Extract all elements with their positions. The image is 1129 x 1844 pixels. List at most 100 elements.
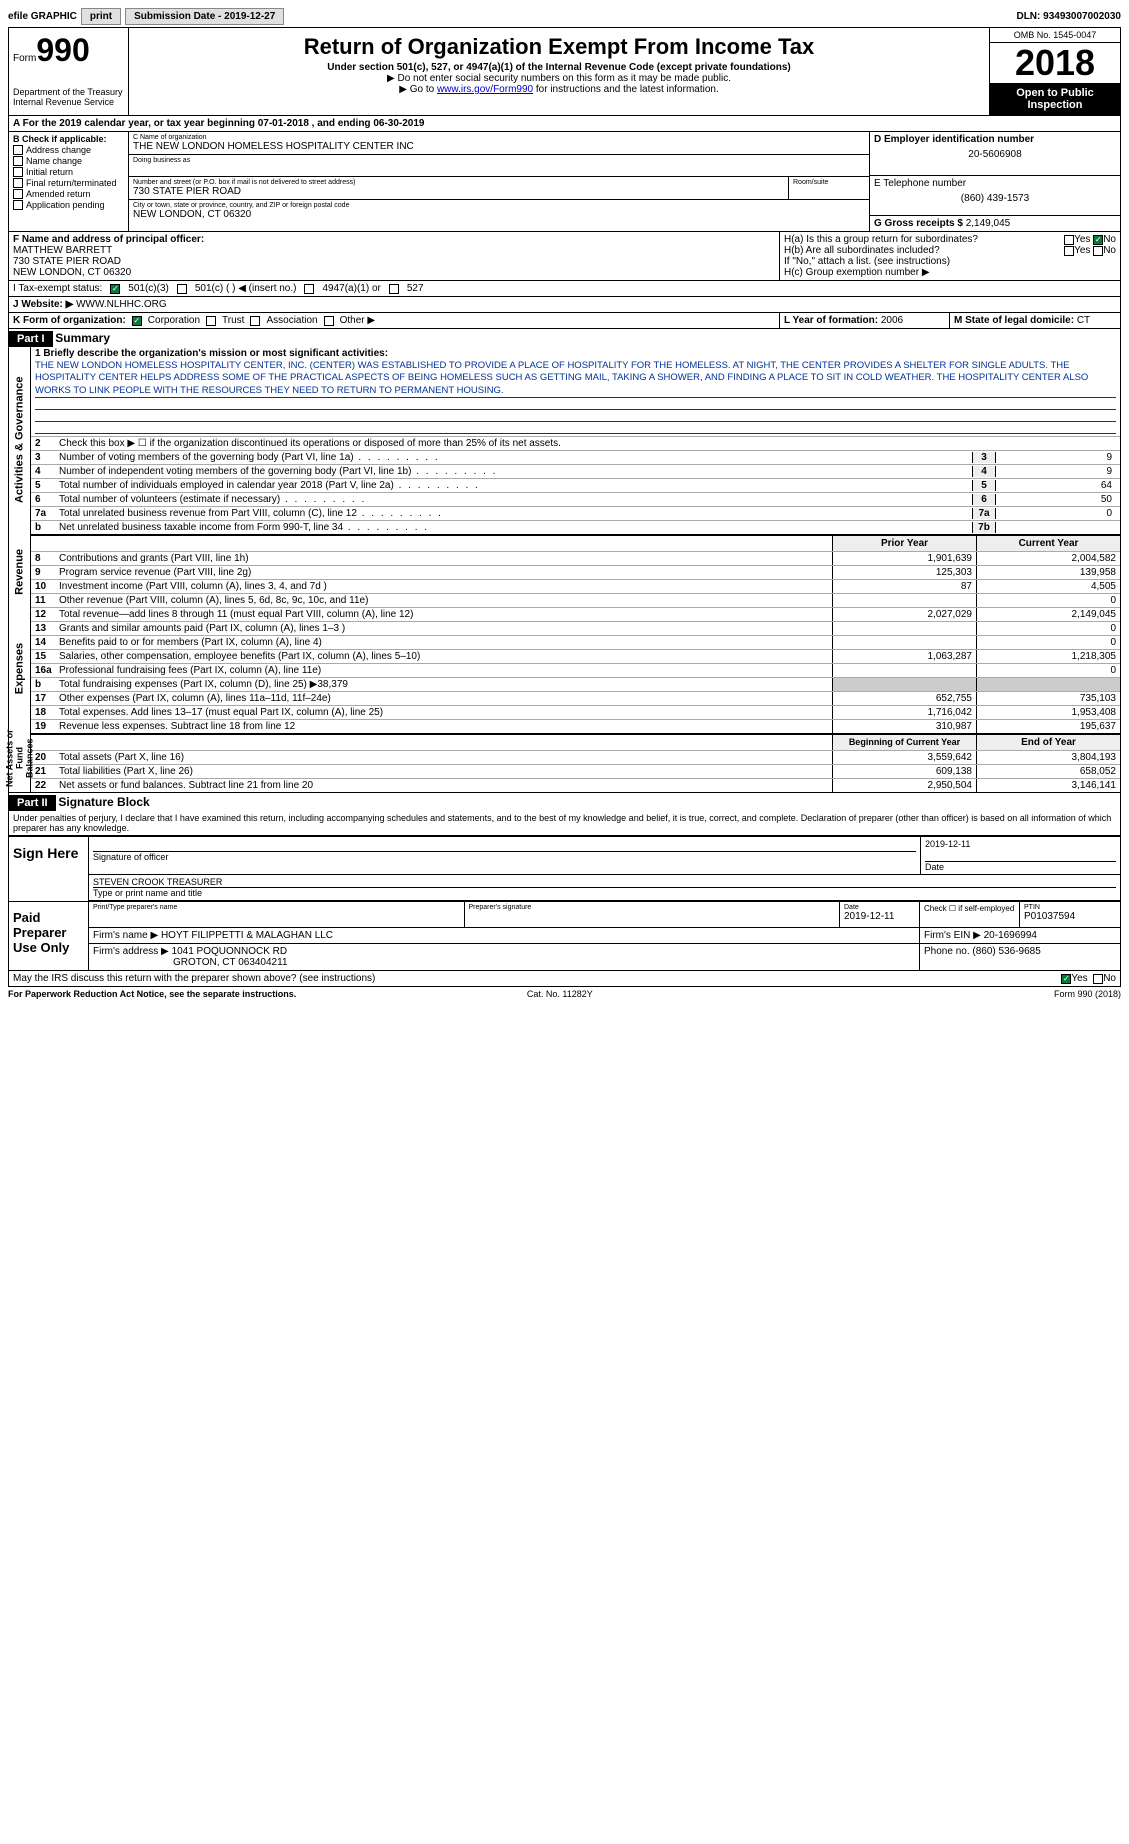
efile-label: efile GRAPHIC xyxy=(8,11,77,22)
cb-application-pending[interactable] xyxy=(13,200,23,210)
c-name-label: C Name of organization xyxy=(133,134,865,141)
part2-header: Part II Signature Block xyxy=(8,793,1121,811)
cb-amended-return[interactable] xyxy=(13,189,23,199)
prior-year-hdr: Prior Year xyxy=(832,536,976,551)
phone-value: (860) 439-1573 xyxy=(874,193,1116,204)
section-b: B Check if applicable: Address change Na… xyxy=(9,132,129,231)
state-domicile: CT xyxy=(1077,315,1090,326)
begin-year-hdr: Beginning of Current Year xyxy=(832,735,976,750)
section-i-row: I Tax-exempt status: ✓501(c)(3) 501(c) (… xyxy=(8,281,1121,297)
summary-line: 4Number of independent voting members of… xyxy=(31,464,1120,478)
hb-yes-cb[interactable] xyxy=(1064,246,1074,256)
section-a-row: A For the 2019 calendar year, or tax yea… xyxy=(8,116,1121,132)
footer: For Paperwork Reduction Act Notice, see … xyxy=(8,987,1121,1001)
cb-trust[interactable] xyxy=(206,316,216,326)
print-button[interactable]: print xyxy=(81,8,121,25)
hb-no-cb[interactable] xyxy=(1093,246,1103,256)
summary-line: 7aTotal unrelated business revenue from … xyxy=(31,506,1120,520)
officer-addr2: NEW LONDON, CT 06320 xyxy=(13,267,775,278)
year-formation: 2006 xyxy=(881,315,903,326)
city-label: City or town, state or province, country… xyxy=(133,202,865,209)
fin-line: 17Other expenses (Part IX, column (A), l… xyxy=(31,691,1120,705)
fin-line: 10Investment income (Part VIII, column (… xyxy=(31,579,1120,593)
website: WWW.NLHHC.ORG xyxy=(76,299,167,310)
form-title: Return of Organization Exempt From Incom… xyxy=(137,34,981,60)
summary-line: 3Number of voting members of the governi… xyxy=(31,450,1120,464)
cb-4947[interactable] xyxy=(304,284,314,294)
submission-date-button[interactable]: Submission Date - 2019-12-27 xyxy=(125,8,284,25)
dept-treasury: Department of the Treasury xyxy=(13,87,124,97)
cb-corporation[interactable]: ✓ xyxy=(132,316,142,326)
ein-label: D Employer identification number xyxy=(874,134,1116,145)
fin-line: 15Salaries, other compensation, employee… xyxy=(31,649,1120,663)
firm-phone: (860) 536-9685 xyxy=(972,946,1040,957)
section-b-label: B Check if applicable: xyxy=(13,134,124,144)
section-fh-row: F Name and address of principal officer:… xyxy=(8,232,1121,281)
form-prefix: Form xyxy=(13,53,36,64)
irs-link[interactable]: www.irs.gov/Form990 xyxy=(437,84,533,95)
cb-527[interactable] xyxy=(389,284,399,294)
header-left: Form990 Department of the Treasury Inter… xyxy=(9,28,129,115)
fin-line: 16aProfessional fundraising fees (Part I… xyxy=(31,663,1120,677)
section-c: C Name of organization THE NEW LONDON HO… xyxy=(129,132,870,231)
header-right: OMB No. 1545-0047 2018 Open to Public In… xyxy=(990,28,1120,115)
part2-title: Signature Block xyxy=(58,795,149,809)
ein-value: 20-5606908 xyxy=(874,149,1116,160)
cb-other[interactable] xyxy=(324,316,334,326)
cb-address-change[interactable] xyxy=(13,145,23,155)
fin-line: 9Program service revenue (Part VIII, lin… xyxy=(31,565,1120,579)
omb-number: OMB No. 1545-0047 xyxy=(990,28,1120,43)
cb-association[interactable] xyxy=(250,316,260,326)
form-header: Form990 Department of the Treasury Inter… xyxy=(8,27,1121,116)
discuss-label: May the IRS discuss this return with the… xyxy=(13,973,375,984)
firm-name: HOYT FILIPPETTI & MALAGHAN LLC xyxy=(161,930,333,941)
ssn-note: ▶ Do not enter social security numbers o… xyxy=(137,73,981,84)
l1-label: 1 Briefly describe the organization's mi… xyxy=(35,348,1116,359)
section-klm-row: K Form of organization: ✓Corporation Tru… xyxy=(8,313,1121,329)
end-year-hdr: End of Year xyxy=(976,735,1120,750)
cb-name-change[interactable] xyxy=(13,156,23,166)
tab-expenses: Expenses xyxy=(9,611,31,725)
goto-note: ▶ Go to www.irs.gov/Form990 for instruct… xyxy=(137,84,981,95)
j-label: J Website: ▶ xyxy=(13,299,73,310)
sig-date: 2019-12-11 xyxy=(925,839,1116,849)
firm-ein: 20-1696994 xyxy=(984,930,1037,941)
type-name-label: Type or print name and title xyxy=(93,888,1116,898)
m-label: M State of legal domicile: xyxy=(954,315,1074,326)
city-state-zip: NEW LONDON, CT 06320 xyxy=(133,209,865,220)
fin-line: 13Grants and similar amounts paid (Part … xyxy=(31,621,1120,635)
tax-year: 2018 xyxy=(990,43,1120,83)
hb-note: If "No," attach a list. (see instruction… xyxy=(784,256,1116,267)
current-year-hdr: Current Year xyxy=(976,536,1120,551)
header-center: Return of Organization Exempt From Incom… xyxy=(129,28,990,115)
firm-addr2: GROTON, CT 063404211 xyxy=(173,957,915,968)
cb-501c3[interactable]: ✓ xyxy=(110,284,120,294)
summary-section: Activities & Governance Revenue Expenses… xyxy=(8,347,1121,793)
summary-line: 5Total number of individuals employed in… xyxy=(31,478,1120,492)
addr-label: Number and street (or P.O. box if mail i… xyxy=(133,179,784,186)
fin-line: 21Total liabilities (Part X, line 26)609… xyxy=(31,764,1120,778)
cb-501c[interactable] xyxy=(177,284,187,294)
discuss-yes-cb[interactable]: ✓ xyxy=(1061,974,1071,984)
summary-line: 6Total number of volunteers (estimate if… xyxy=(31,492,1120,506)
open-inspection: Open to Public Inspection xyxy=(990,83,1120,115)
fin-line: 12Total revenue—add lines 8 through 11 (… xyxy=(31,607,1120,621)
cb-final-return[interactable] xyxy=(13,178,23,188)
part1-header: Part I Summary xyxy=(8,329,1121,347)
l-label: L Year of formation: xyxy=(784,315,878,326)
firm-addr1: 1041 POQUONNOCK RD xyxy=(172,946,288,957)
section-deg: D Employer identification number 20-5606… xyxy=(870,132,1120,231)
ha-yes-cb[interactable] xyxy=(1064,235,1074,245)
tab-revenue: Revenue xyxy=(9,532,31,611)
summary-line: bNet unrelated business taxable income f… xyxy=(31,520,1120,534)
fin-line: 18Total expenses. Add lines 13–17 (must … xyxy=(31,705,1120,719)
fin-line: bTotal fundraising expenses (Part IX, co… xyxy=(31,677,1120,691)
fin-header-na: Beginning of Current Year End of Year xyxy=(31,733,1120,750)
org-name: THE NEW LONDON HOMELESS HOSPITALITY CENT… xyxy=(133,141,865,152)
irs-label: Internal Revenue Service xyxy=(13,97,124,107)
cb-initial-return[interactable] xyxy=(13,167,23,177)
ha-no-cb[interactable]: ✓ xyxy=(1093,235,1103,245)
phone-label: E Telephone number xyxy=(874,178,1116,189)
discuss-no-cb[interactable] xyxy=(1093,974,1103,984)
section-j-row: J Website: ▶ WWW.NLHHC.ORG xyxy=(8,297,1121,313)
